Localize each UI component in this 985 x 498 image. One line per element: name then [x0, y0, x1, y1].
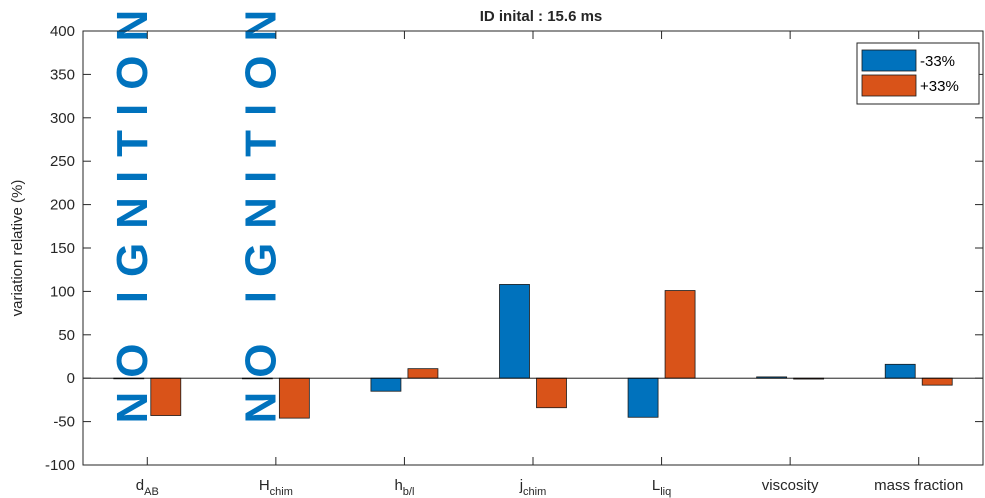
bar-minus33-2: [370, 377, 402, 392]
no-ignition-annotation: NO IGNITION: [108, 0, 157, 423]
y-tick-label: 100: [50, 283, 75, 300]
bar-minus33-4: [627, 377, 659, 418]
bar-minus33-3: [499, 284, 530, 379]
axes-layer: -100 -50 0 50 100 150 200 250 300 350 400 dAB Hchim h…: [45, 23, 984, 498]
y-axis-label: variation relative (%): [9, 180, 26, 317]
y-tick-label: 0: [67, 370, 75, 387]
no-ignition-annotation: NO IGNITION: [236, 0, 285, 423]
y-tick-label: 150: [50, 240, 75, 257]
y-tick-label: 400: [50, 23, 75, 40]
legend-swatch-1: [861, 74, 917, 97]
y-tick-label: 250: [50, 153, 75, 170]
y-tick-label: -100: [45, 457, 75, 474]
x-tick-label: mass fraction: [874, 477, 963, 494]
y-tick-label: 50: [58, 327, 75, 344]
y-tick-label: 300: [50, 110, 75, 127]
x-tick-label: jchim: [519, 477, 547, 498]
bar-plus33-3: [536, 377, 567, 409]
x-tick-label: viscosity: [762, 477, 819, 494]
chart-title: ID inital : 15.6 ms: [480, 8, 603, 25]
x-tick-label: Hchim: [259, 477, 293, 498]
annotation-layer: NO IGNITION NO IGNITION: [108, 0, 286, 423]
bar-plus33-6: [921, 377, 953, 386]
plot-frame: [82, 30, 984, 466]
x-tick-label: dAB: [136, 477, 159, 498]
bars-layer: [113, 284, 953, 419]
bar-minus33-6: [884, 363, 916, 379]
y-tick-label: -50: [53, 414, 75, 431]
legend-label-1: +33%: [920, 78, 959, 95]
y-tick-label: 200: [50, 197, 75, 214]
bar-plus33-1: [278, 377, 310, 419]
y-tick-label: 350: [50, 66, 75, 83]
legend-swatch-0: [861, 49, 917, 72]
bar-plus33-0: [150, 377, 182, 416]
legend-label-0: -33%: [920, 53, 955, 70]
bar-plus33-4: [664, 290, 696, 379]
legend: -33% +33%: [856, 42, 980, 105]
x-tick-label: Lliq: [652, 477, 671, 498]
bar-plus33-2: [407, 368, 439, 379]
x-tick-label: hb/l: [394, 477, 414, 498]
